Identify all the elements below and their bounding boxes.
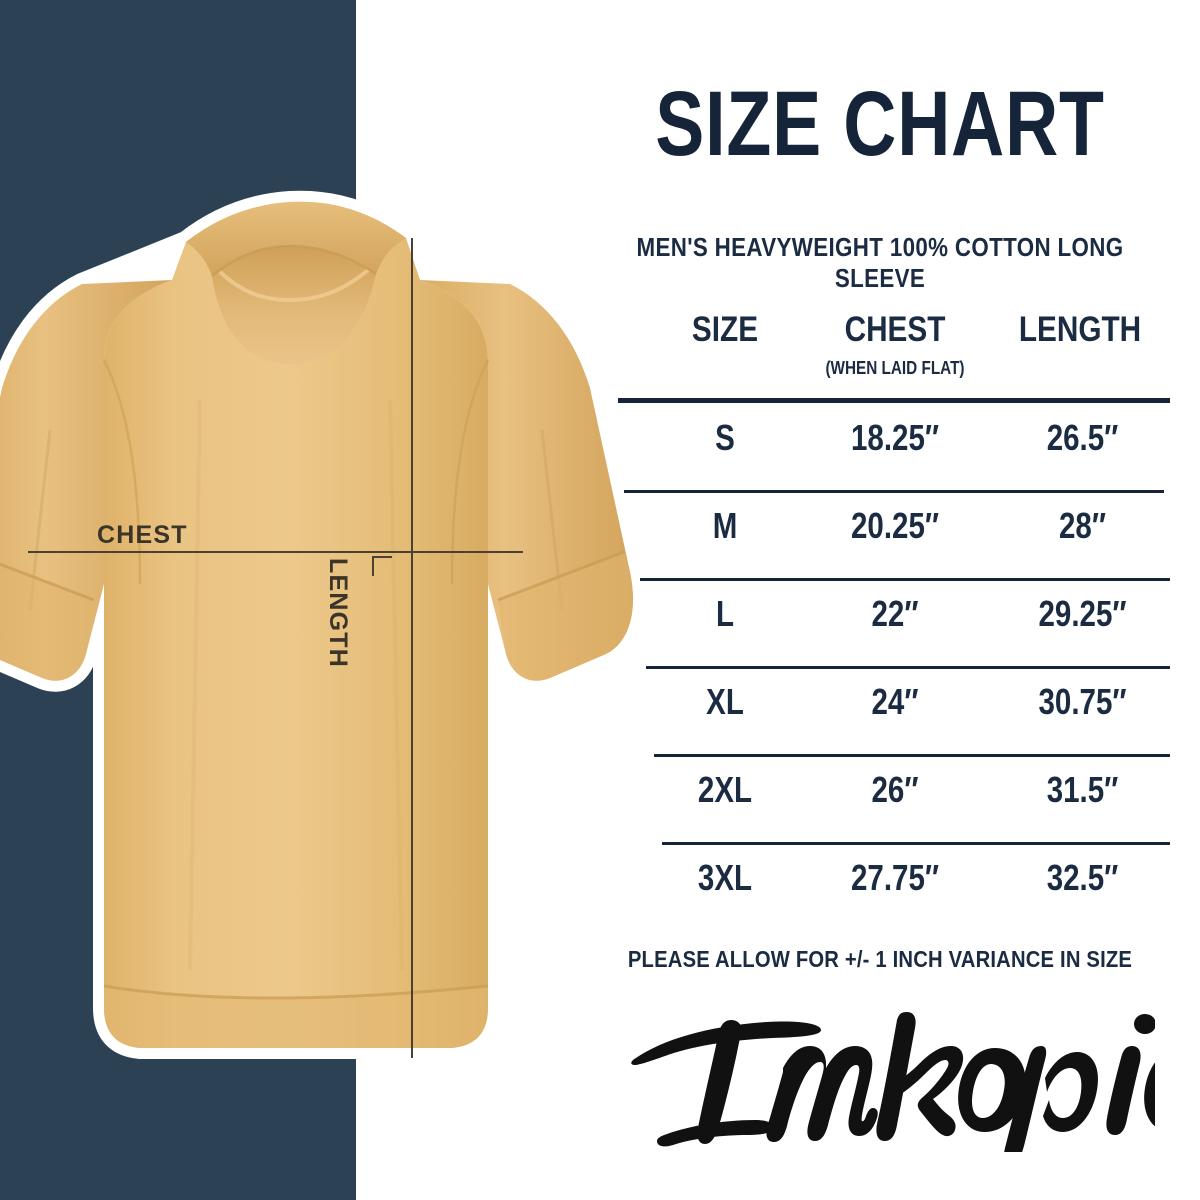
row-divider: [624, 490, 1164, 493]
cell-size: 2XL: [697, 769, 753, 810]
page-subtitle: MEN'S HEAVYWEIGHT 100% COTTON LONG SLEEV…: [636, 232, 1124, 293]
length-measurement-line: [411, 238, 413, 1058]
page-title: SIZE CHART: [655, 73, 1105, 175]
table-row: XL 24″ 30.75″: [610, 669, 1170, 757]
column-header-size: SIZE: [691, 310, 759, 349]
cell-size: M: [712, 505, 738, 546]
cell-chest: 20.25″: [850, 505, 940, 546]
column-header-chest-note: (WHEN LAID FLAT): [825, 358, 965, 378]
table-row: 3XL 27.75″ 32.5″: [610, 845, 1170, 933]
column-header-length: LENGTH: [1018, 310, 1142, 349]
cell-size: S: [715, 417, 735, 458]
table-row: L 22″ 29.25″: [610, 581, 1170, 669]
cell-size: XL: [706, 681, 744, 722]
table-row: M 20.25″ 28″: [610, 493, 1170, 581]
row-divider: [654, 754, 1170, 757]
cell-size: 3XL: [697, 857, 753, 898]
cell-length: 31.5″: [1046, 769, 1119, 810]
cell-length: 26.5″: [1046, 417, 1119, 458]
length-measurement-label: LENGTH: [324, 558, 352, 668]
cell-chest: 24″: [871, 681, 919, 722]
cell-length: 28″: [1059, 505, 1106, 546]
variance-note: PLEASE ALLOW FOR +/- 1 INCH VARIANCE IN …: [627, 946, 1133, 972]
table-row: S 18.25″ 26.5″: [610, 405, 1170, 493]
cell-length: 32.5″: [1046, 857, 1119, 898]
table-body: S 18.25″ 26.5″ M 20.25″ 28″ L 22″ 29.25″: [610, 405, 1170, 933]
column-header-chest: CHEST: [844, 310, 946, 349]
brand-logo: R: [615, 1002, 1155, 1152]
row-divider: [646, 666, 1170, 669]
cell-length: 29.25″: [1038, 593, 1127, 634]
table-header-divider: [618, 398, 1170, 403]
size-table: SIZE CHEST LENGTH (WHEN LAID FLAT) S 18.…: [610, 310, 1170, 898]
row-divider: [662, 842, 1170, 845]
chart-content-column: SIZE CHART MEN'S HEAVYWEIGHT 100% COTTON…: [560, 0, 1200, 1200]
chest-measurement-line: [28, 551, 523, 553]
cell-chest: 18.25″: [850, 417, 940, 458]
row-divider: [640, 578, 1170, 581]
long-sleeve-shirt-image: [0, 180, 670, 1080]
cell-chest: 27.75″: [850, 857, 940, 898]
cell-size: L: [715, 593, 735, 634]
navy-background-panel-foot: [0, 1060, 356, 1200]
right-angle-marker-icon: [372, 556, 392, 576]
cell-length: 30.75″: [1038, 681, 1127, 722]
table-header-row: SIZE CHEST LENGTH (WHEN LAID FLAT): [610, 310, 1170, 403]
table-row: 2XL 26″ 31.5″: [610, 757, 1170, 845]
chest-measurement-label: CHEST: [97, 521, 188, 549]
cell-chest: 22″: [871, 593, 919, 634]
cell-chest: 26″: [871, 769, 919, 810]
